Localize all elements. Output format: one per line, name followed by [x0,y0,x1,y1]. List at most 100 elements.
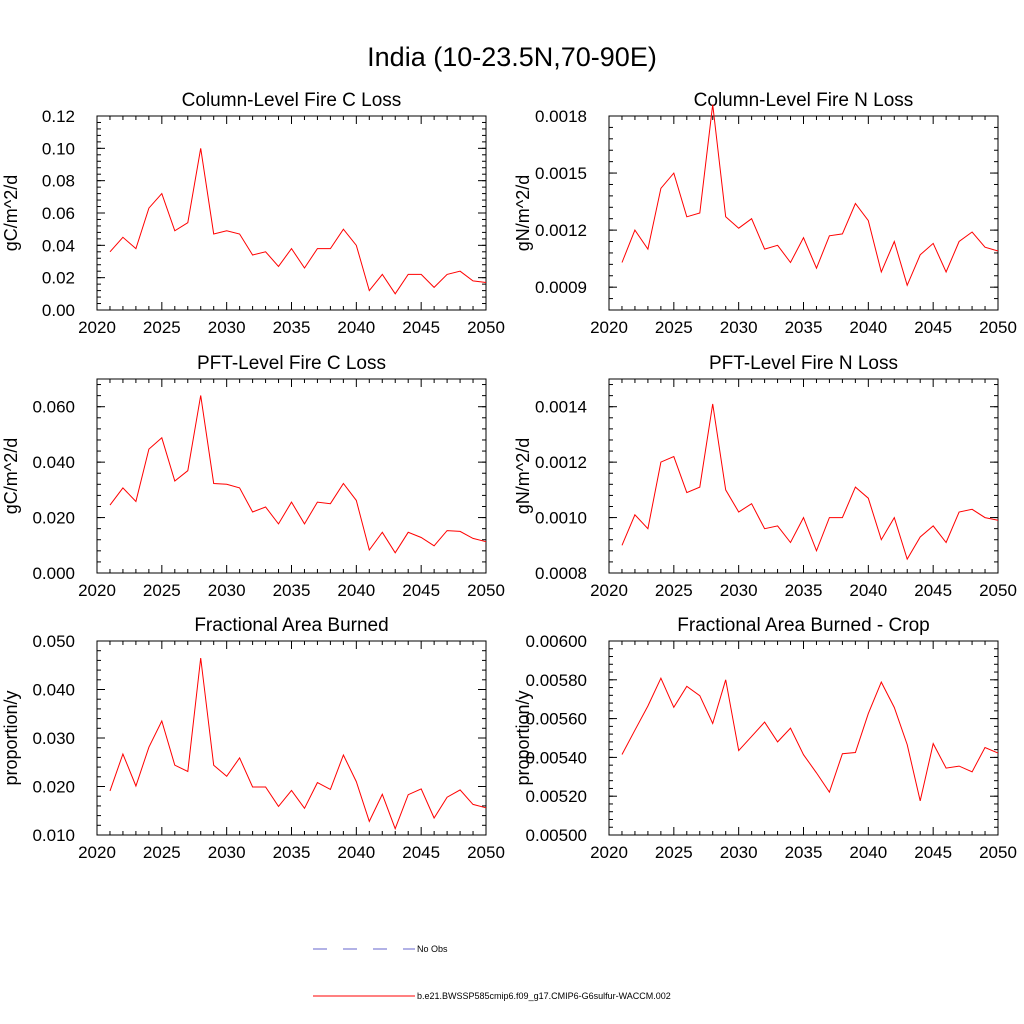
x-tick-label: 2040 [337,318,375,337]
panel-title: PFT-Level Fire N Loss [709,353,898,374]
y-tick-label: 0.0009 [535,278,587,297]
y-tick-label: 0.060 [32,398,75,417]
x-tick-label: 2040 [849,318,887,337]
x-tick-label: 2040 [849,843,887,862]
x-tick-label: 2030 [720,581,758,600]
y-tick-label: 0.0015 [535,164,587,183]
legend-no-obs-label: No Obs [417,944,448,954]
y-axis-label: gN/m^2/d [513,175,533,251]
y-tick-label: 0.06 [42,204,75,223]
chart-panel-4: 2020 2025 2030 2035 2040 2045 2050 0.0008 0.0010… [513,353,1017,600]
legend-model-label: b.e21.BWSSP585cmip6.f09_g17.CMIP6-G6sulf… [417,991,671,1001]
x-tick-label: 2030 [208,843,246,862]
y-tick-label: 0.10 [42,139,75,158]
x-tick-label: 2045 [402,581,440,600]
panel-title: PFT-Level Fire C Loss [197,353,386,374]
y-axis-label: proportion/y [513,690,533,785]
chart-panel-2: 2020 2025 2030 2035 2040 2045 2050 0.0009 0.0012… [513,90,1017,337]
y-tick-label: 0.0012 [535,221,587,240]
chart-panel-1: 2020 2025 2030 2035 2040 2045 2050 0.00 0.02 0.04… [1,90,505,337]
y-tick-label: 0.04 [42,236,75,255]
series-line [109,395,487,554]
y-tick-label: 0.040 [32,453,75,472]
x-tick-label: 2035 [785,581,823,600]
y-tick-label: 0.020 [32,778,75,797]
chart-panel-3: 2020 2025 2030 2035 2040 2045 2050 0.000 0.020 0.… [1,353,505,600]
plot-frame [96,378,487,574]
y-tick-label: 0.0008 [535,564,587,583]
y-tick-label: 0.0014 [535,398,587,417]
y-tick-label: 0.030 [32,729,75,748]
x-tick-label: 2020 [590,318,628,337]
x-tick-label: 2025 [143,318,181,337]
y-tick-label: 0.040 [32,681,75,700]
series-line [109,148,487,295]
x-tick-label: 2020 [590,581,628,600]
x-tick-label: 2050 [979,318,1017,337]
x-tick-label: 2040 [849,581,887,600]
y-tick-label: 0.12 [42,107,75,126]
x-tick-label: 2025 [143,581,181,600]
x-tick-label: 2035 [785,318,823,337]
y-tick-label: 0.00540 [526,748,587,767]
x-tick-label: 2025 [655,581,693,600]
x-tick-label: 2035 [273,843,311,862]
x-tick-label: 2045 [914,843,952,862]
y-tick-label: 0.00 [42,301,75,320]
figure-title: India (10-23.5N,70-90E) [367,42,657,72]
x-tick-label: 2035 [273,318,311,337]
x-tick-label: 2020 [590,843,628,862]
panels: 2020 2025 2030 2035 2040 2045 2050 0.00 0.02 0.04… [1,90,1017,862]
y-tick-label: 0.0018 [535,107,587,126]
legend: No Obs b.e21.BWSSP585cmip6.f09_g17.CMIP6… [313,944,671,1001]
panel-title: Fractional Area Burned [194,615,388,636]
x-tick-label: 2045 [402,318,440,337]
x-tick-label: 2035 [785,843,823,862]
plot-frame [608,640,999,836]
x-tick-label: 2045 [914,581,952,600]
y-axis-label: gC/m^2/d [1,175,21,251]
x-tick-label: 2020 [78,581,116,600]
x-tick-label: 2030 [208,581,246,600]
x-tick-label: 2050 [979,581,1017,600]
series-line [109,657,487,831]
x-tick-label: 2050 [979,843,1017,862]
panel-title: Column-Level Fire C Loss [182,90,402,111]
y-tick-label: 0.00580 [526,671,587,690]
y-tick-label: 0.00600 [526,632,587,651]
x-tick-label: 2040 [337,581,375,600]
plot-frame [96,640,487,836]
x-tick-label: 2025 [655,318,693,337]
series-line [621,676,999,802]
x-tick-label: 2030 [720,843,758,862]
x-tick-label: 2040 [337,843,375,862]
plot-frame [608,378,999,574]
y-tick-label: 0.00560 [526,710,587,729]
y-axis-label: gN/m^2/d [513,438,533,514]
x-tick-label: 2035 [273,581,311,600]
x-tick-label: 2025 [143,843,181,862]
y-tick-label: 0.00500 [526,826,587,845]
x-tick-label: 2025 [655,843,693,862]
y-axis-label: gC/m^2/d [1,438,21,514]
x-tick-label: 2030 [208,318,246,337]
panel-title: Fractional Area Burned - Crop [677,615,929,636]
y-tick-label: 0.0012 [535,453,587,472]
x-tick-label: 2020 [78,843,116,862]
series-line [621,403,999,561]
plot-frame [608,115,999,311]
x-tick-label: 2050 [467,843,505,862]
x-tick-label: 2050 [467,581,505,600]
y-tick-label: 0.0010 [535,509,587,528]
y-tick-label: 0.00520 [526,787,587,806]
y-tick-label: 0.000 [32,564,75,583]
y-tick-label: 0.08 [42,172,75,191]
y-axis-label: proportion/y [1,690,21,785]
x-tick-label: 2045 [914,318,952,337]
chart-panel-5: 2020 2025 2030 2035 2040 2045 2050 0.010 0.020 0.… [1,615,505,862]
series-line [621,104,999,287]
chart-panel-6: 2020 2025 2030 2035 2040 2045 2050 0.00500 0.005… [513,615,1017,862]
x-tick-label: 2045 [402,843,440,862]
y-tick-label: 0.020 [32,509,75,528]
